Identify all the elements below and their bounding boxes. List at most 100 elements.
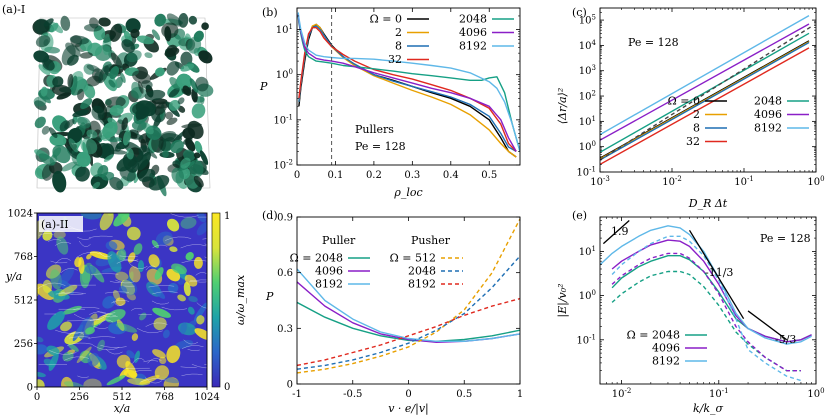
cluster-blob [169, 77, 181, 90]
cluster-blob [102, 121, 118, 138]
streamline [204, 243, 207, 246]
streamline [144, 377, 163, 384]
cluster-blob [103, 154, 114, 163]
vortex-blob [139, 375, 160, 385]
x-tick-label: 0 [34, 392, 40, 403]
cluster-blob [187, 36, 202, 54]
cluster-blob [166, 13, 182, 27]
streamline [181, 373, 203, 377]
cluster-blob [199, 94, 205, 105]
streamline [100, 345, 127, 348]
streamline [55, 292, 84, 295]
series-pusher-8192 [297, 297, 520, 367]
vortex-blob [129, 266, 141, 283]
x-tick-label: 1 [517, 389, 523, 400]
cluster-blob [110, 52, 123, 69]
streamline [77, 375, 89, 378]
vortex-blob [133, 243, 143, 255]
vortex-blob [162, 329, 170, 339]
y-tick-label: 101 [579, 245, 596, 258]
streamline [183, 339, 199, 345]
cluster-blob [136, 106, 148, 121]
x-tick-label: 10-2 [612, 387, 632, 400]
cluster-blob [72, 109, 89, 117]
cluster-blob [132, 70, 151, 84]
cluster-blob [42, 58, 55, 71]
cluster-blob [194, 140, 203, 154]
series-pusher-512 [297, 218, 520, 374]
streamline [48, 350, 77, 355]
cluster-blob [198, 50, 213, 64]
cluster-blob [182, 85, 192, 96]
panel-e: 10-2 10-1 100 10-1 100 101 (e) |E|/v₀² k/k_σ Pe =… [556, 209, 825, 415]
x-tick-label: 512 [112, 392, 131, 403]
streamline [134, 370, 152, 372]
streamline [119, 255, 138, 258]
cluster-blob [80, 138, 98, 155]
panel-aI: (a)-I [2, 3, 214, 197]
cluster-blob [34, 116, 46, 129]
panel-label: (c) [572, 6, 587, 19]
streamline [132, 358, 145, 364]
vortex-blob [167, 218, 180, 232]
series-32 [600, 47, 810, 166]
slope-label-11-3: -11/3 [705, 266, 733, 279]
vortex-blob [37, 344, 48, 355]
streamline [140, 378, 166, 383]
cluster-blob [77, 116, 91, 129]
cluster-blob [138, 168, 156, 182]
x-tick-label: 0 [405, 389, 411, 400]
plot-area [600, 220, 812, 382]
y-tick-label: 104 [579, 39, 597, 52]
streamline [202, 238, 207, 240]
cluster-blob [107, 149, 128, 155]
cluster-blob [105, 96, 126, 109]
streamline [131, 307, 143, 311]
vortex-blob [67, 343, 79, 352]
x-axis-label: D_R Δt [688, 197, 728, 210]
vortex-blob [37, 371, 46, 378]
cluster-blob [35, 35, 51, 48]
vortex-blob [76, 346, 92, 364]
streamline [50, 260, 68, 264]
cluster-blob [61, 161, 78, 172]
cluster-blob [170, 139, 184, 154]
streamline [152, 291, 178, 295]
streamline [145, 322, 168, 327]
legend-label-puller-2048: Ω = 2048 [290, 252, 343, 265]
legend-label-32: 32 [686, 135, 700, 148]
legend-label-pusher-2048: 2048 [408, 265, 436, 278]
legend-label-8: 8 [693, 122, 700, 135]
streamline [90, 273, 119, 276]
cluster-blob [68, 138, 79, 153]
cluster-blob [154, 102, 168, 116]
vortex-blob [56, 236, 69, 255]
cluster-blob [177, 105, 186, 113]
series-8192-dashed [611, 235, 802, 382]
vortex-blob [177, 294, 186, 302]
slope-label-1-9: 1.9 [611, 225, 629, 238]
series-2048-dashed [611, 270, 801, 372]
series-8192 [297, 12, 520, 152]
y-axis-label: ⟨Δr/a⟩² [556, 88, 569, 124]
vortex-blob [163, 377, 180, 387]
vortex-blob [89, 251, 112, 260]
vortex-blob [37, 336, 44, 343]
legend-label-32: 32 [388, 53, 402, 66]
cluster-blob [193, 152, 201, 159]
y-tick-label: 10-1 [576, 333, 596, 346]
x-tick-label: 10-1 [734, 175, 754, 188]
cluster-blob [123, 129, 131, 146]
cluster-blob [166, 117, 178, 126]
cluster-blob [52, 145, 71, 164]
streamline [38, 233, 54, 236]
cluster-blob [144, 89, 166, 101]
series-puller-8192 [297, 268, 520, 342]
y-tick-label: 0 [287, 380, 293, 391]
vortex-blob [196, 222, 207, 236]
legend-label-puller-4096: 4096 [315, 265, 343, 278]
vortex-blob [154, 365, 170, 380]
streamline [63, 356, 90, 361]
heatmap-area [37, 213, 207, 387]
